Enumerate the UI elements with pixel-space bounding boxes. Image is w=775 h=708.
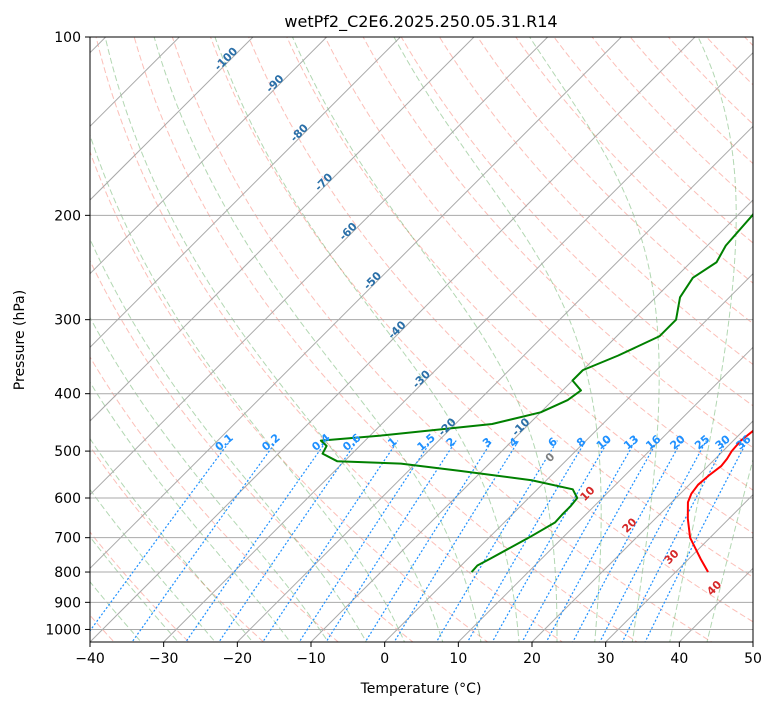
isotherm-line <box>457 346 753 642</box>
y-tick-label: 1000 <box>45 622 81 638</box>
x-tick-label: 30 <box>597 651 615 667</box>
dry-adiabat <box>171 37 713 642</box>
mixing-ratio-line <box>218 440 358 642</box>
temperature-profile <box>686 429 753 573</box>
x-tick-label: 40 <box>670 651 688 667</box>
mixing-ratio-line <box>466 440 587 642</box>
dry-adiabat <box>248 37 753 578</box>
y-tick-label: 200 <box>54 208 81 224</box>
isotherm-line <box>90 37 254 201</box>
y-tick-label: 900 <box>54 595 81 611</box>
dry-adiabat <box>90 150 489 642</box>
dewpoint-profile <box>319 212 753 573</box>
mixing-ratio-line <box>621 440 728 642</box>
y-tick-label: 800 <box>54 565 81 581</box>
mixing-ratio-line <box>599 440 707 642</box>
dry-adiabat <box>209 37 753 623</box>
dry-adiabat <box>90 445 265 642</box>
y-tick-label: 700 <box>54 531 81 547</box>
x-tick-label: 0 <box>380 651 389 667</box>
isotherm-line <box>531 420 753 642</box>
mixing-ratio-line <box>298 440 432 642</box>
dry-adiabat <box>133 37 638 642</box>
dry-adiabat <box>90 259 414 642</box>
isotherm-line <box>90 37 622 570</box>
dry-adiabat <box>476 37 753 325</box>
dry-adiabat <box>515 37 753 284</box>
mixing-ratio-line <box>131 440 278 642</box>
moist-adiabat <box>393 37 602 642</box>
moist-adiabat <box>669 37 737 642</box>
x-tick-label: −20 <box>223 651 253 667</box>
isotherm-line <box>90 37 475 422</box>
mixing-ratio-line <box>435 440 558 642</box>
mixing-ratio-line <box>262 440 399 642</box>
y-axis-title: Pressure (hPa) <box>12 290 28 390</box>
isotherm-line <box>384 272 753 642</box>
chart-title: wetPf2_C2E6.2025.250.05.31.R14 <box>284 12 557 32</box>
isotherm-line <box>90 37 401 349</box>
moist-adiabat <box>291 37 558 642</box>
moist-adiabat <box>90 581 142 642</box>
isotherm-line <box>90 37 549 496</box>
moist-adiabat <box>214 37 520 642</box>
y-tick-label: 400 <box>54 387 81 403</box>
mixing-ratio-line <box>364 440 493 642</box>
mixing-ratio-line <box>90 440 231 632</box>
isotherm-line <box>605 493 753 642</box>
x-tick-label: 50 <box>744 651 762 667</box>
y-tick-label: 300 <box>54 313 81 329</box>
dry-adiabat <box>95 37 564 642</box>
moist-adiabat <box>90 237 367 642</box>
mixing-ratio-line <box>325 440 457 642</box>
moist-adiabat <box>104 37 444 642</box>
dry-adiabat <box>324 37 753 491</box>
plot-frame <box>89 36 754 643</box>
y-tick-label: 100 <box>54 30 81 46</box>
dry-adiabat <box>400 37 753 407</box>
moist-adiabat <box>153 37 482 642</box>
isotherm-line <box>90 37 696 642</box>
moist-adiabat <box>706 457 753 642</box>
moist-adiabat <box>90 316 329 642</box>
moist-adiabat <box>529 37 660 642</box>
x-tick-label: 10 <box>449 651 467 667</box>
y-tick-label: 500 <box>54 444 81 460</box>
x-tick-label: −30 <box>149 651 179 667</box>
isotherm-line <box>236 125 753 642</box>
dry-adiabat <box>90 356 339 642</box>
x-tick-label: −40 <box>75 651 105 667</box>
moist-adiabat <box>90 437 254 642</box>
moist-adiabat <box>90 488 216 642</box>
isotherm-line <box>90 37 328 275</box>
mixing-ratio-line <box>491 440 609 642</box>
x-axis-title: Temperature (°C) <box>360 681 482 697</box>
mixing-ratio-line <box>545 440 659 642</box>
x-tick-label: 20 <box>523 651 541 667</box>
moist-adiabat <box>90 536 179 642</box>
moist-adiabat <box>90 381 291 642</box>
x-tick-label: −10 <box>296 651 326 667</box>
isotherm-line <box>310 199 753 642</box>
mixing-ratio-line <box>572 440 683 642</box>
isotherm-line <box>163 51 753 642</box>
y-tick-label: 600 <box>54 491 81 507</box>
moist-adiabat <box>90 133 406 642</box>
mixing-ratio-line <box>644 440 748 642</box>
mixing-ratio-line <box>393 440 520 642</box>
mixing-ratio-line <box>521 440 637 642</box>
